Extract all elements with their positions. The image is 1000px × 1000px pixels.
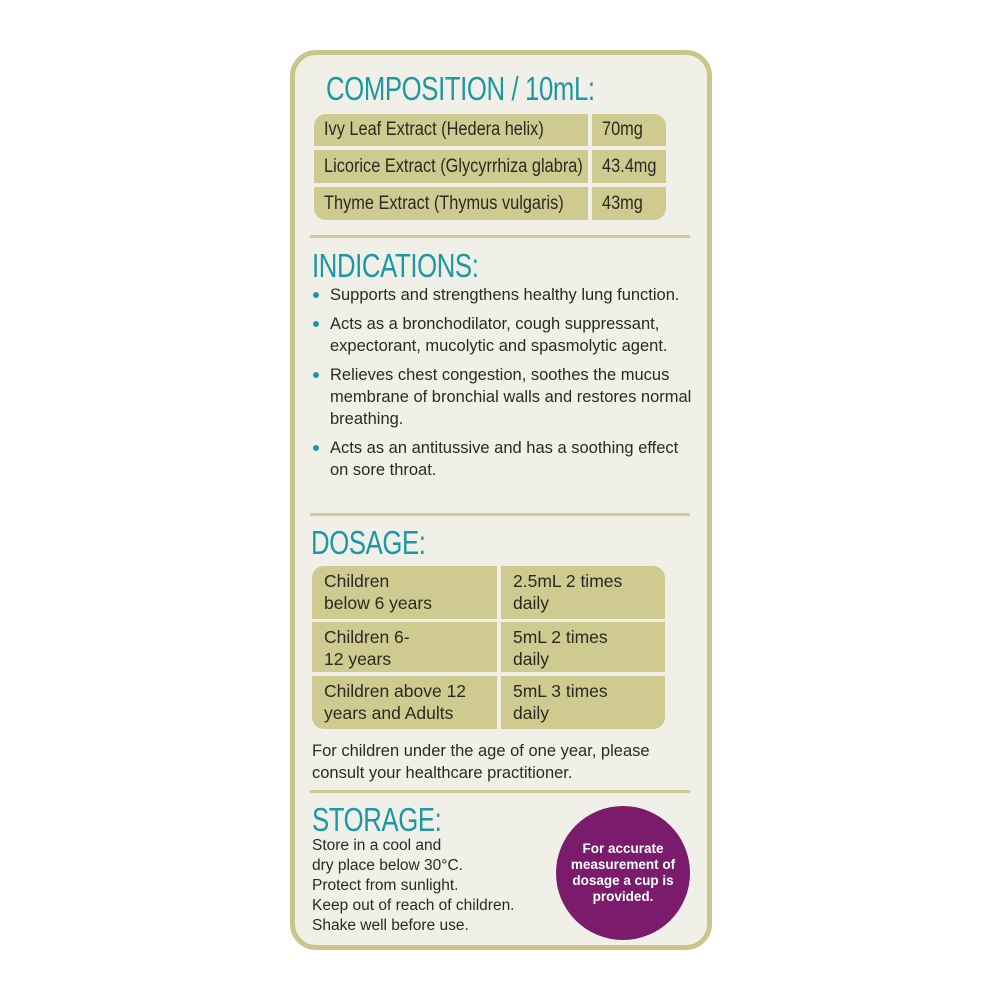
storage-line: Protect from sunlight.	[312, 877, 459, 894]
dosage-group: Children below 6 years	[312, 566, 497, 619]
indication-item: Relieves chest congestion, soothes the m…	[313, 364, 698, 430]
dosage-group: Children above 12 years and Adults	[312, 676, 497, 729]
indication-item: Acts as an antitussive and has a soothin…	[313, 437, 698, 481]
dosage-group: Children 6-12 years	[312, 622, 497, 672]
indication-item: Supports and strengthens healthy lung fu…	[313, 284, 698, 306]
dosage-amount: 5mL 2 times daily	[501, 622, 665, 672]
composition-name: Thyme Extract (Thymus vulgaris)	[314, 187, 588, 220]
storage-line: Keep out of reach of children.	[312, 897, 515, 914]
composition-name: Ivy Leaf Extract (Hedera helix)	[314, 114, 588, 146]
composition-name: Licorice Extract (Glycyrrhiza glabra)	[314, 150, 588, 183]
dosage-note: For children under the age of one year, …	[312, 742, 650, 782]
storage-text: Store in a cool and dry place below 30°C…	[312, 836, 547, 936]
indications-list: Supports and strengthens healthy lung fu…	[313, 284, 698, 481]
divider	[310, 235, 690, 238]
composition-title: COMPOSITION / 10mL:	[326, 70, 595, 107]
composition-amount: 70mg	[592, 114, 666, 146]
storage-line: Store in a cool and	[312, 837, 442, 854]
storage-title: STORAGE:	[312, 801, 442, 838]
composition-amount: 43.4mg	[592, 150, 666, 183]
storage-line: dry place below 30°C.	[312, 857, 463, 874]
composition-amount: 43mg	[592, 187, 666, 220]
storage-line: Shake well before use.	[312, 917, 469, 934]
dosage-amount: 5mL 3 times daily	[501, 676, 665, 729]
indication-item: Acts as a bronchodilator, cough suppress…	[313, 313, 698, 357]
indications-title: INDICATIONS:	[312, 247, 479, 284]
dosage-amount: 2.5mL 2 times daily	[501, 566, 665, 619]
measuring-cup-badge: For accurate measurement of dosage a cup…	[556, 806, 690, 940]
divider	[310, 790, 690, 793]
dosage-title: DOSAGE:	[311, 524, 426, 561]
divider	[310, 513, 690, 516]
